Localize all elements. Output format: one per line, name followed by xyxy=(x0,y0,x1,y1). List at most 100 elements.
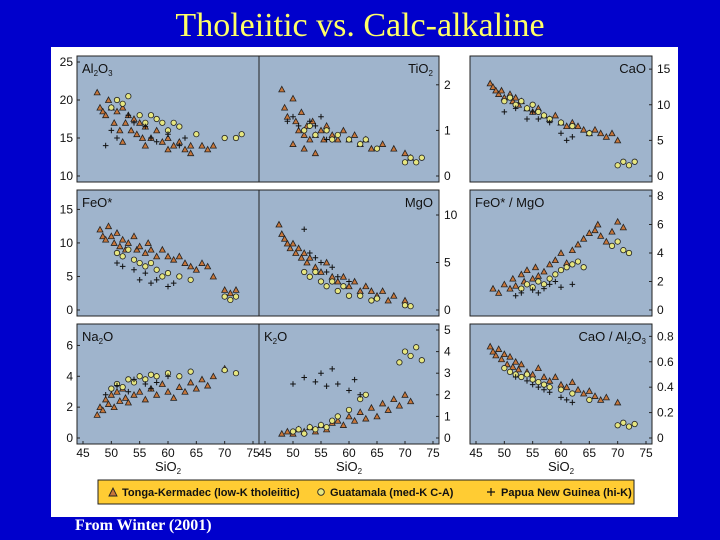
marker-tonga xyxy=(101,395,110,403)
x-tick-label: 55 xyxy=(133,446,147,460)
marker-tonga xyxy=(297,253,306,261)
marker-tonga xyxy=(540,267,548,275)
marker-guatemala xyxy=(113,249,121,257)
panel-3: CaO 0 5 10 15 xyxy=(469,55,671,183)
marker-papua xyxy=(318,113,324,120)
marker-tonga xyxy=(591,125,599,133)
y-tick-label: 0.6 xyxy=(657,355,674,369)
marker-tonga xyxy=(551,373,560,380)
marker-tonga xyxy=(104,222,113,230)
marker-tonga xyxy=(596,129,605,137)
marker-papua xyxy=(546,281,553,288)
marker-tonga xyxy=(619,223,628,231)
marker-tonga xyxy=(579,389,588,397)
marker-tonga xyxy=(613,217,622,225)
marker-papua xyxy=(182,135,188,141)
marker-tonga xyxy=(186,141,195,149)
marker-guatemala xyxy=(523,105,531,112)
legend-marker-guatemala xyxy=(317,488,325,496)
marker-tonga xyxy=(124,239,133,246)
marker-guatemala xyxy=(108,385,115,392)
marker-papua xyxy=(284,118,291,125)
marker-tonga xyxy=(113,107,121,115)
marker-guatemala xyxy=(301,430,308,437)
marker-tonga xyxy=(181,145,189,153)
y-tick-label: 3 xyxy=(444,366,451,380)
marker-tonga xyxy=(152,252,161,260)
marker-guatemala xyxy=(238,131,245,138)
marker-papua xyxy=(318,259,324,266)
marker-guatemala xyxy=(323,424,330,431)
marker-guatemala xyxy=(501,98,508,105)
panel-frame xyxy=(258,323,440,445)
marker-tonga xyxy=(613,398,622,406)
marker-tonga xyxy=(198,375,206,383)
marker-tonga xyxy=(203,262,212,270)
marker-tonga xyxy=(395,401,404,409)
x-tick-label: 70 xyxy=(218,446,232,460)
marker-guatemala xyxy=(312,131,319,139)
marker-papua xyxy=(148,385,154,392)
marker-guatemala xyxy=(136,259,143,267)
marker-guatemala xyxy=(221,367,228,374)
marker-tonga xyxy=(99,406,107,414)
marker-tonga xyxy=(486,342,494,350)
marker-tonga xyxy=(181,387,189,395)
marker-guatemala xyxy=(540,381,548,388)
marker-tonga xyxy=(406,397,415,405)
marker-tonga xyxy=(158,380,167,387)
panel-6: FeO* / MgO 0 2 4 6 8 xyxy=(469,189,664,317)
marker-guatemala xyxy=(334,413,341,420)
marker-papua xyxy=(165,283,171,290)
marker-guatemala xyxy=(501,365,508,372)
marker-papua xyxy=(346,278,352,285)
marker-tonga xyxy=(297,108,306,116)
marker-guatemala xyxy=(125,93,132,100)
marker-tonga xyxy=(164,134,172,141)
marker-guatemala xyxy=(329,278,336,285)
marker-guatemala xyxy=(187,368,194,375)
marker-guatemala xyxy=(614,162,621,169)
x-tick-label: 70 xyxy=(611,446,625,460)
marker-tonga xyxy=(384,296,392,304)
y-tick-label: 0 xyxy=(66,431,73,445)
marker-tonga xyxy=(390,144,398,152)
marker-tonga xyxy=(289,140,297,147)
marker-tonga xyxy=(116,242,124,250)
marker-tonga xyxy=(93,411,101,418)
marker-guatemala xyxy=(614,238,621,245)
y-tick-label: 15 xyxy=(60,202,74,216)
marker-guatemala xyxy=(193,131,200,138)
y-tick-label: 10 xyxy=(444,208,458,222)
marker-tonga xyxy=(497,355,506,363)
marker-papua xyxy=(529,381,536,388)
marker-tonga xyxy=(141,141,150,149)
marker-guatemala xyxy=(301,268,308,276)
marker-tonga xyxy=(594,220,602,228)
marker-tonga xyxy=(300,131,308,138)
marker-papua xyxy=(512,105,519,112)
marker-guatemala xyxy=(518,98,525,105)
marker-guatemala xyxy=(368,297,375,304)
marker-tonga xyxy=(107,390,116,398)
marker-tonga xyxy=(175,383,184,390)
marker-tonga xyxy=(585,229,594,236)
marker-tonga xyxy=(345,282,353,290)
marker-tonga xyxy=(110,239,118,246)
y-tick-label: 4 xyxy=(657,246,664,260)
marker-tonga xyxy=(339,421,348,428)
marker-tonga xyxy=(545,260,554,268)
marker-guatemala xyxy=(232,134,240,142)
legend-label-guatemala: Guatamala (med-K C-A) xyxy=(330,487,454,499)
marker-papua xyxy=(323,383,330,389)
marker-papua xyxy=(535,290,542,296)
marker-tonga xyxy=(283,427,292,435)
x-tick-label: 55 xyxy=(314,446,328,460)
marker-guatemala xyxy=(523,371,531,378)
marker-papua xyxy=(307,118,313,125)
marker-tonga xyxy=(133,130,141,138)
marker-guatemala xyxy=(113,96,121,104)
marker-tonga xyxy=(367,144,376,152)
marker-tonga xyxy=(528,274,537,282)
marker-tonga xyxy=(96,103,104,111)
